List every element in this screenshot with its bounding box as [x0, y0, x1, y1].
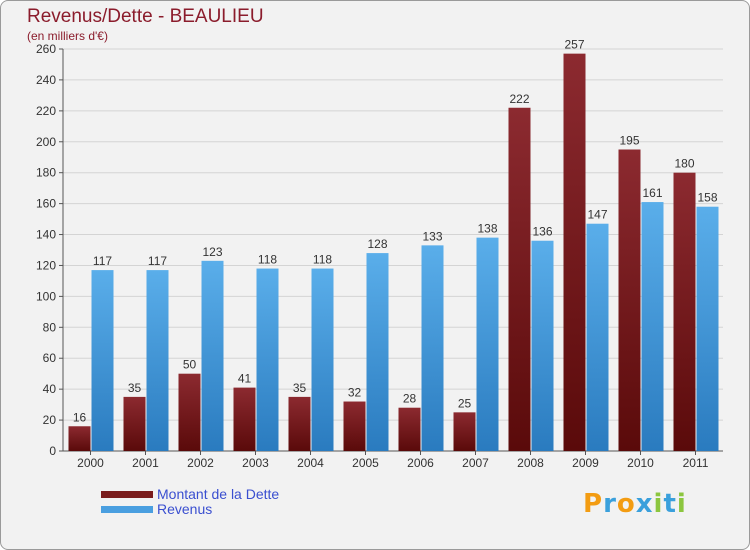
- bar-revenus: [586, 223, 609, 451]
- bar-revenus: [421, 245, 444, 451]
- y-tick-label: 40: [43, 382, 57, 396]
- bar-dette: [508, 107, 531, 451]
- data-label-revenus: 128: [367, 237, 387, 251]
- data-label-dette: 28: [403, 392, 417, 406]
- logo-letter: i: [676, 489, 687, 519]
- data-label-dette: 180: [674, 157, 694, 171]
- x-tick-label: 2003: [242, 456, 269, 470]
- y-tick-label: 260: [36, 42, 56, 56]
- x-tick-label: 2007: [462, 456, 489, 470]
- y-tick-label: 0: [49, 444, 56, 458]
- y-tick-label: 200: [36, 135, 56, 149]
- data-label-revenus: 118: [258, 253, 277, 267]
- y-tick-label: 100: [36, 289, 56, 303]
- data-label-dette: 32: [348, 386, 362, 400]
- legend-item-revenus: Revenus: [101, 501, 212, 517]
- bar-dette: [178, 373, 201, 451]
- data-label-dette: 195: [619, 134, 639, 148]
- x-tick-label: 2009: [572, 456, 599, 470]
- data-label-revenus: 138: [477, 222, 497, 236]
- bar-revenus: [476, 237, 499, 451]
- logo-letter: t: [663, 489, 677, 519]
- bar-revenus: [256, 268, 279, 451]
- x-tick-label: 2002: [187, 456, 214, 470]
- data-label-revenus: 117: [93, 254, 112, 268]
- y-tick-label: 80: [43, 320, 57, 334]
- data-label-revenus: 136: [532, 225, 552, 239]
- data-label-dette: 35: [128, 381, 142, 395]
- legend-swatch-dette: [101, 490, 153, 498]
- y-tick-label: 220: [36, 104, 56, 118]
- bar-revenus: [91, 270, 114, 451]
- bar-revenus: [366, 253, 389, 451]
- legend-label-revenus: Revenus: [157, 501, 213, 517]
- data-label-revenus: 158: [697, 191, 717, 205]
- data-label-revenus: 123: [202, 245, 222, 259]
- x-tick-label: 2006: [407, 456, 434, 470]
- bar-dette: [618, 149, 641, 451]
- data-label-revenus: 133: [422, 229, 442, 243]
- bar-revenus: [641, 202, 664, 451]
- bar-dette: [233, 387, 256, 451]
- bar-dette: [68, 426, 91, 451]
- data-label-revenus: 161: [642, 186, 662, 200]
- x-tick-label: 2005: [352, 456, 379, 470]
- data-label-dette: 35: [293, 381, 307, 395]
- bar-dette: [563, 53, 586, 452]
- y-tick-label: 60: [43, 351, 57, 365]
- logo-letter: o: [616, 489, 636, 519]
- data-label-revenus: 118: [313, 253, 332, 267]
- bar-revenus: [311, 268, 334, 451]
- x-tick-label: 2010: [627, 456, 654, 470]
- bar-dette: [123, 396, 146, 451]
- x-tick-label: 2008: [517, 456, 544, 470]
- bar-revenus: [531, 240, 554, 451]
- logo-letter: r: [603, 489, 617, 519]
- x-tick-label: 2011: [683, 456, 709, 470]
- bar-dette: [398, 407, 421, 451]
- y-tick-label: 240: [36, 73, 56, 87]
- data-label-revenus: 147: [587, 208, 607, 222]
- data-label-dette: 222: [509, 92, 529, 106]
- bar-dette: [288, 396, 311, 451]
- logo-letter: P: [583, 489, 604, 519]
- legend-label-dette: Montant de la Dette: [157, 486, 280, 502]
- logo-letter: x: [635, 489, 654, 519]
- data-label-revenus: 117: [148, 254, 167, 268]
- legend-item-dette: Montant de la Dette: [101, 486, 279, 502]
- x-tick-label: 2001: [132, 456, 159, 470]
- chart-title: Revenus/Dette - BEAULIEU: [27, 6, 264, 27]
- proxiti-logo: Proxiti: [583, 489, 687, 519]
- bar-dette: [673, 172, 696, 451]
- bar-dette: [343, 401, 366, 451]
- data-label-dette: 25: [458, 396, 472, 410]
- x-tick-label: 2000: [77, 456, 104, 470]
- x-tick-label: 2004: [297, 456, 324, 470]
- y-tick-label: 140: [36, 228, 56, 242]
- y-tick-label: 180: [36, 166, 56, 180]
- bar-revenus: [201, 260, 224, 451]
- logo-letter: i: [653, 489, 664, 519]
- chart-subtitle: (en milliers d'€): [27, 29, 108, 43]
- bar-revenus: [696, 206, 719, 451]
- y-tick-label: 120: [36, 258, 56, 272]
- data-label-dette: 41: [238, 372, 252, 386]
- data-label-dette: 16: [73, 410, 87, 424]
- legend-swatch-revenus: [101, 505, 153, 513]
- y-tick-label: 160: [36, 197, 56, 211]
- bar-revenus: [146, 270, 169, 451]
- data-label-dette: 50: [183, 358, 197, 372]
- bar-dette: [453, 412, 476, 451]
- data-label-dette: 257: [564, 38, 584, 52]
- y-tick-label: 20: [43, 413, 57, 427]
